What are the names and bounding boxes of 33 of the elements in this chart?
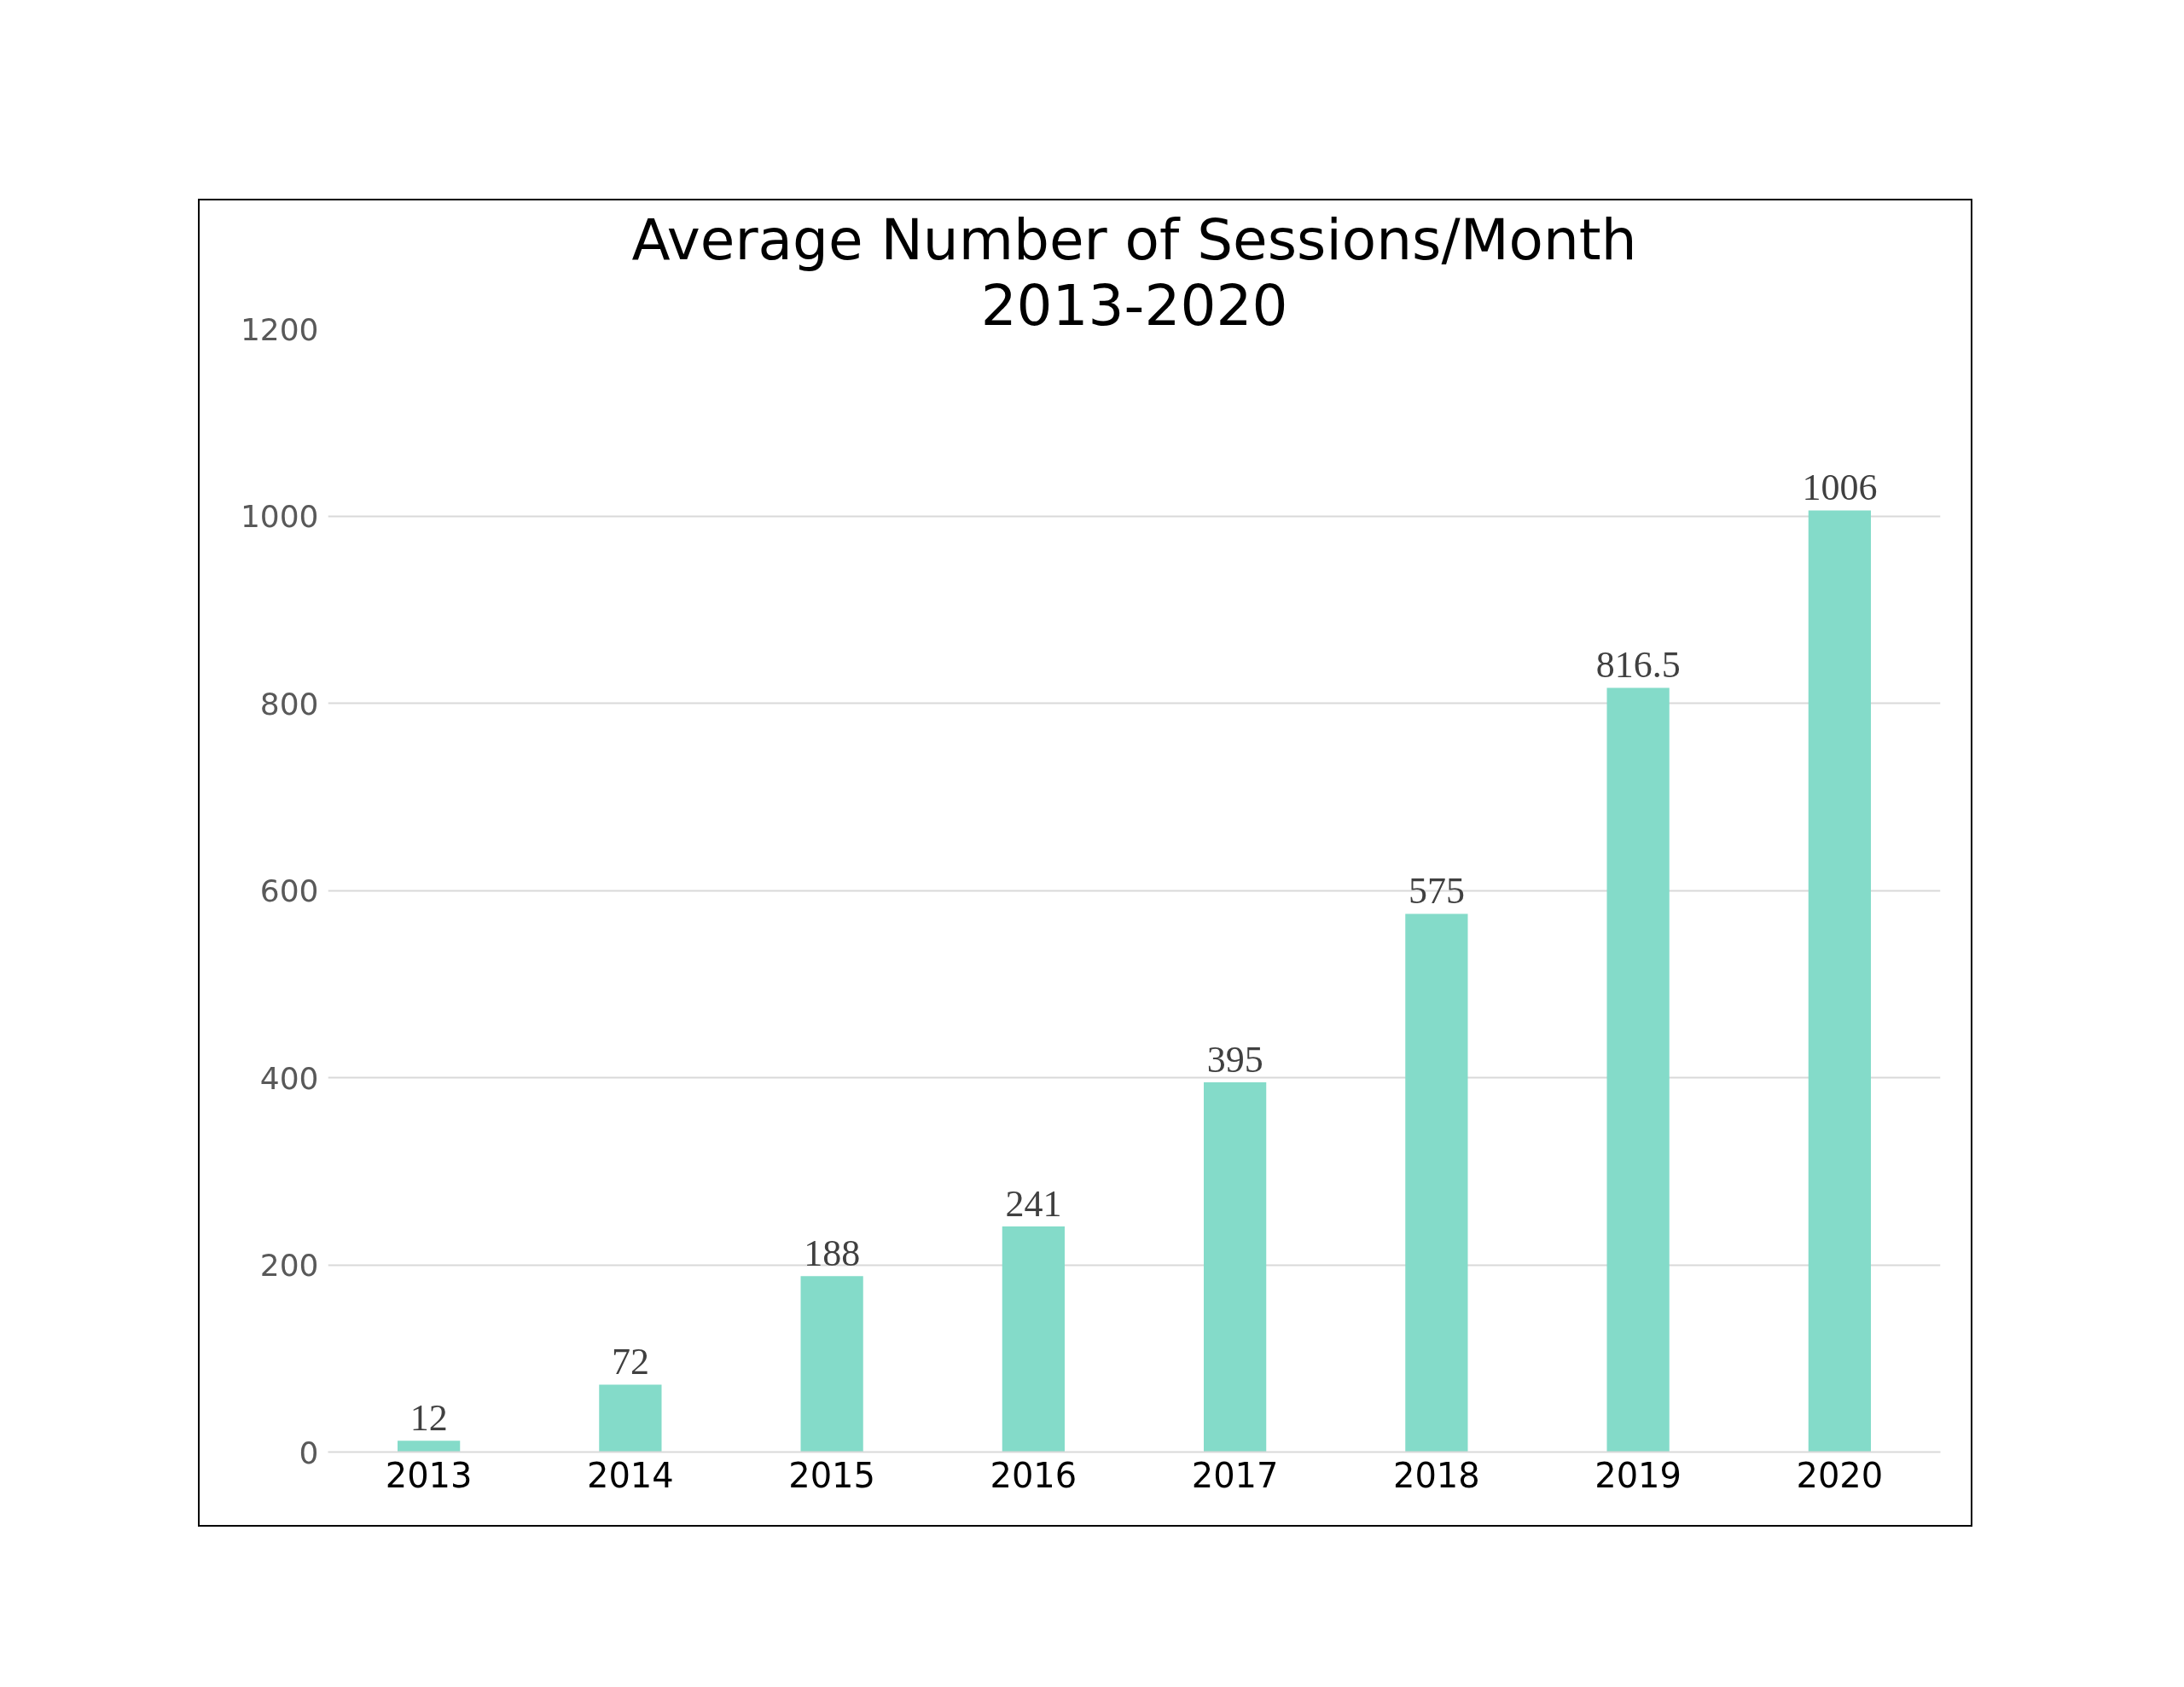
- x-tick-label: 2014: [586, 1455, 674, 1495]
- data-label: 1006: [1802, 467, 1878, 509]
- bar: [1808, 510, 1871, 1452]
- bar: [1405, 913, 1468, 1452]
- x-tick-label: 2013: [385, 1455, 473, 1495]
- x-tick-label: 2015: [788, 1455, 876, 1495]
- y-tick-label: 1200: [240, 311, 319, 347]
- data-label: 188: [804, 1232, 861, 1275]
- y-tick-label: 1000: [240, 499, 319, 534]
- data-label: 241: [1005, 1183, 1062, 1225]
- data-label: 575: [1408, 870, 1465, 913]
- x-tick-label: 2017: [1191, 1455, 1279, 1495]
- bar: [398, 1441, 461, 1452]
- y-tick-label: 200: [259, 1248, 319, 1283]
- data-label: 12: [410, 1397, 448, 1440]
- y-tick-label: 400: [259, 1060, 319, 1096]
- y-tick-label: 0: [299, 1435, 319, 1470]
- bar: [1002, 1226, 1065, 1452]
- y-tick-label: 600: [259, 873, 319, 908]
- y-tick-label: 800: [259, 686, 319, 722]
- bar: [1606, 687, 1670, 1452]
- data-label: 395: [1206, 1038, 1263, 1081]
- x-tick-label: 2019: [1594, 1455, 1682, 1495]
- x-tick-label: 2018: [1392, 1455, 1480, 1495]
- chart-title: Average Number of Sessions/Month: [631, 206, 1637, 273]
- bar: [599, 1384, 662, 1452]
- data-label: 816.5: [1595, 644, 1681, 687]
- bar: [1204, 1081, 1267, 1452]
- bar: [800, 1276, 863, 1452]
- chart-subtitle: 2013-2020: [980, 272, 1288, 339]
- data-label: 72: [611, 1341, 649, 1383]
- x-tick-label: 2020: [1796, 1455, 1884, 1495]
- x-tick-label: 2016: [990, 1455, 1077, 1495]
